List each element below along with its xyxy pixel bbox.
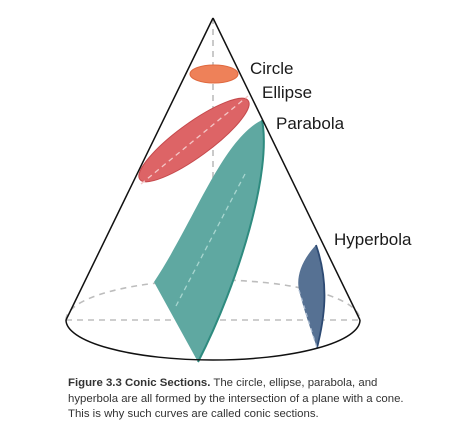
caption-title: Figure 3.3 Conic Sections. (68, 377, 210, 389)
circle-label: Circle (250, 59, 293, 78)
hyperbola-label: Hyperbola (334, 230, 412, 249)
parabola-label: Parabola (276, 114, 345, 133)
conic-sections-diagram: Circle Ellipse Parabola Hyperbola (0, 0, 455, 372)
ellipse-label: Ellipse (262, 83, 312, 102)
figure-caption: Figure 3.3 Conic Sections. The circle, e… (68, 376, 418, 423)
circle-section (190, 65, 238, 83)
